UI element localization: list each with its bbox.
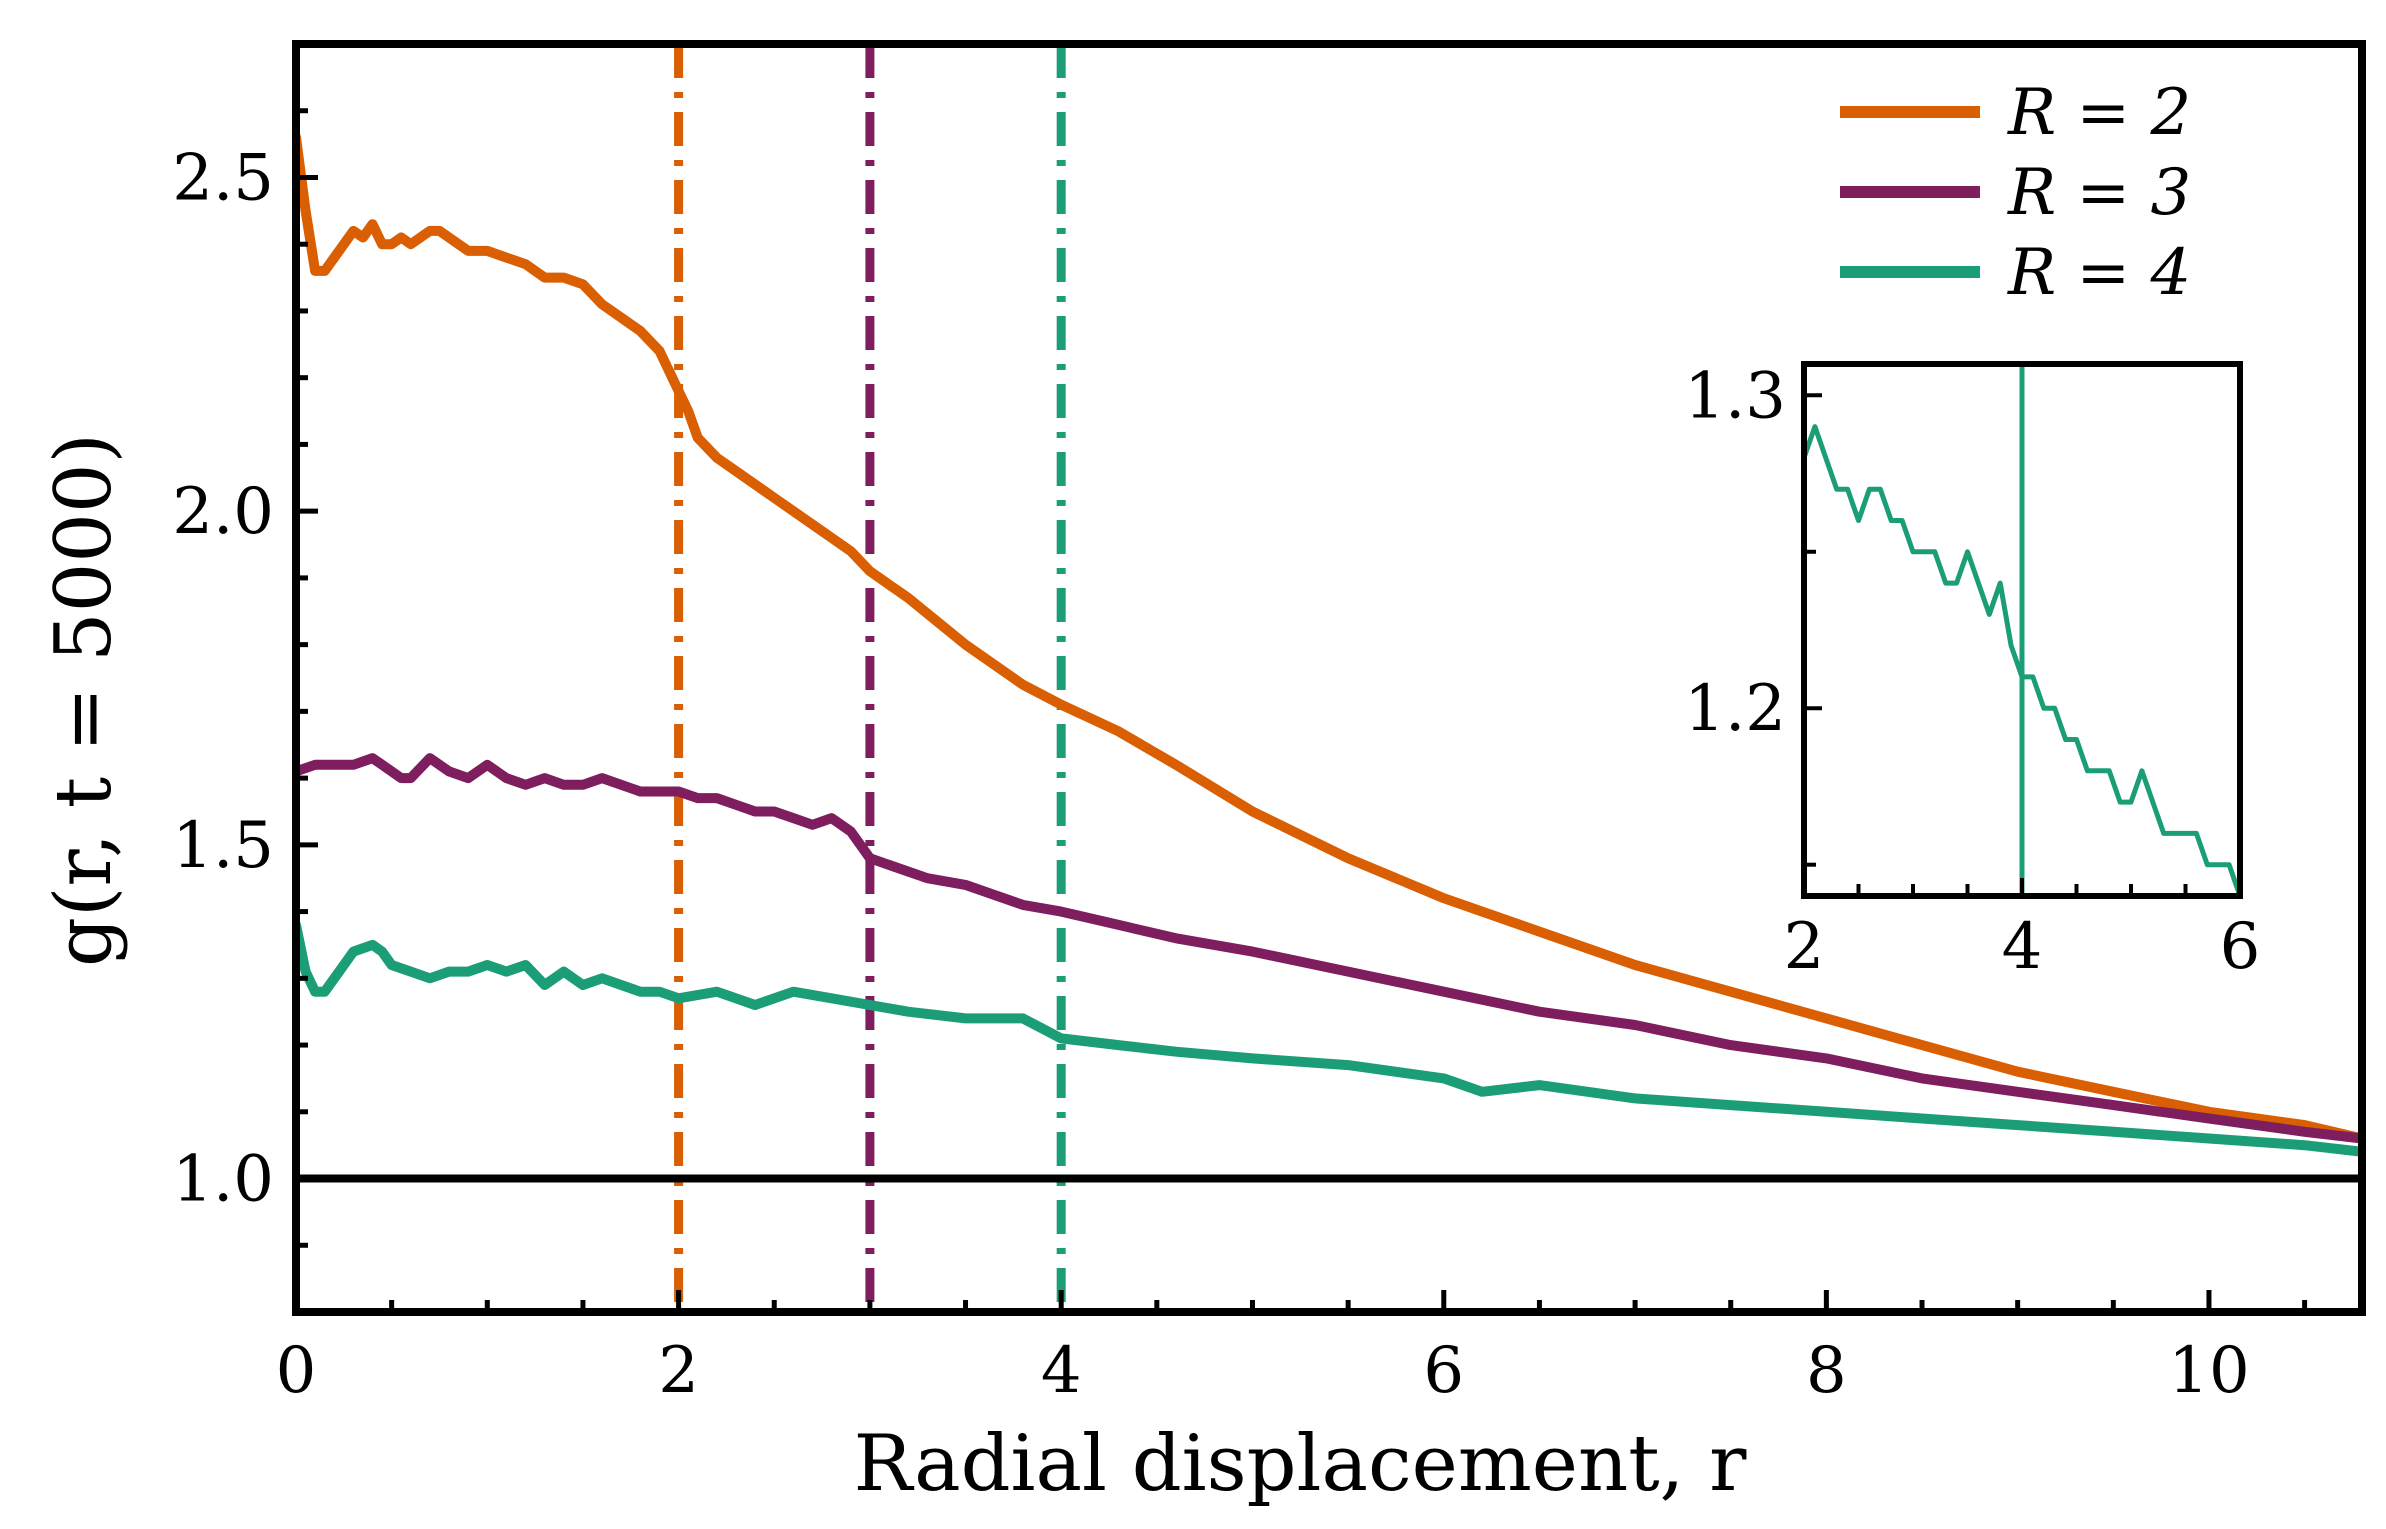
x-tick-label: 10 — [2168, 1334, 2249, 1408]
main-ticks: 0 2 4 6 8 10 1.0 1.5 2.0 2.5 — [172, 41, 2308, 1408]
main-reference-lines — [296, 44, 2362, 1312]
y-tick-label: 1.0 — [172, 1143, 274, 1217]
main-plot-frame — [292, 40, 2366, 1316]
y-tick-label: 1.5 — [172, 809, 274, 883]
y-tick-label: 2.5 — [172, 141, 274, 215]
legend-label-2: R = 4 — [2007, 236, 2191, 310]
x-tick-label: 6 — [1423, 1334, 1464, 1408]
inset-series-line-0 — [1804, 424, 2240, 896]
y-tick-label: 2.0 — [172, 475, 274, 549]
legend-label-1: R = 3 — [2007, 156, 2191, 230]
x-tick-label: 8 — [1806, 1334, 1847, 1408]
inset-x-tick-label: 6 — [2220, 910, 2261, 984]
x-tick-label: 0 — [276, 1334, 317, 1408]
series-line-r-4 — [296, 919, 2362, 1157]
legend-label-0: R = 2 — [2007, 76, 2191, 150]
inset-ticks: 2 4 6 1.2 1.3 — [1684, 359, 2260, 984]
inset-x-tick-label: 2 — [1784, 910, 1825, 984]
main-x-axis-label: Radial displacement, r — [854, 1419, 1748, 1509]
main-y-axis-label: g(r, t = 5000) — [39, 433, 129, 967]
series-line-r-2 — [296, 132, 2362, 1144]
main-series-group — [296, 132, 2362, 1157]
inset-series-group — [1804, 424, 2240, 896]
x-tick-label: 2 — [658, 1334, 699, 1408]
inset-y-tick-label: 1.3 — [1684, 359, 1786, 433]
series-line-r-3 — [296, 753, 2362, 1144]
x-tick-label: 4 — [1041, 1334, 1082, 1408]
inset-y-tick-label: 1.2 — [1684, 672, 1786, 746]
legend: R = 2R = 3R = 4 — [1840, 76, 2191, 310]
inset-x-tick-label: 4 — [2002, 910, 2043, 984]
